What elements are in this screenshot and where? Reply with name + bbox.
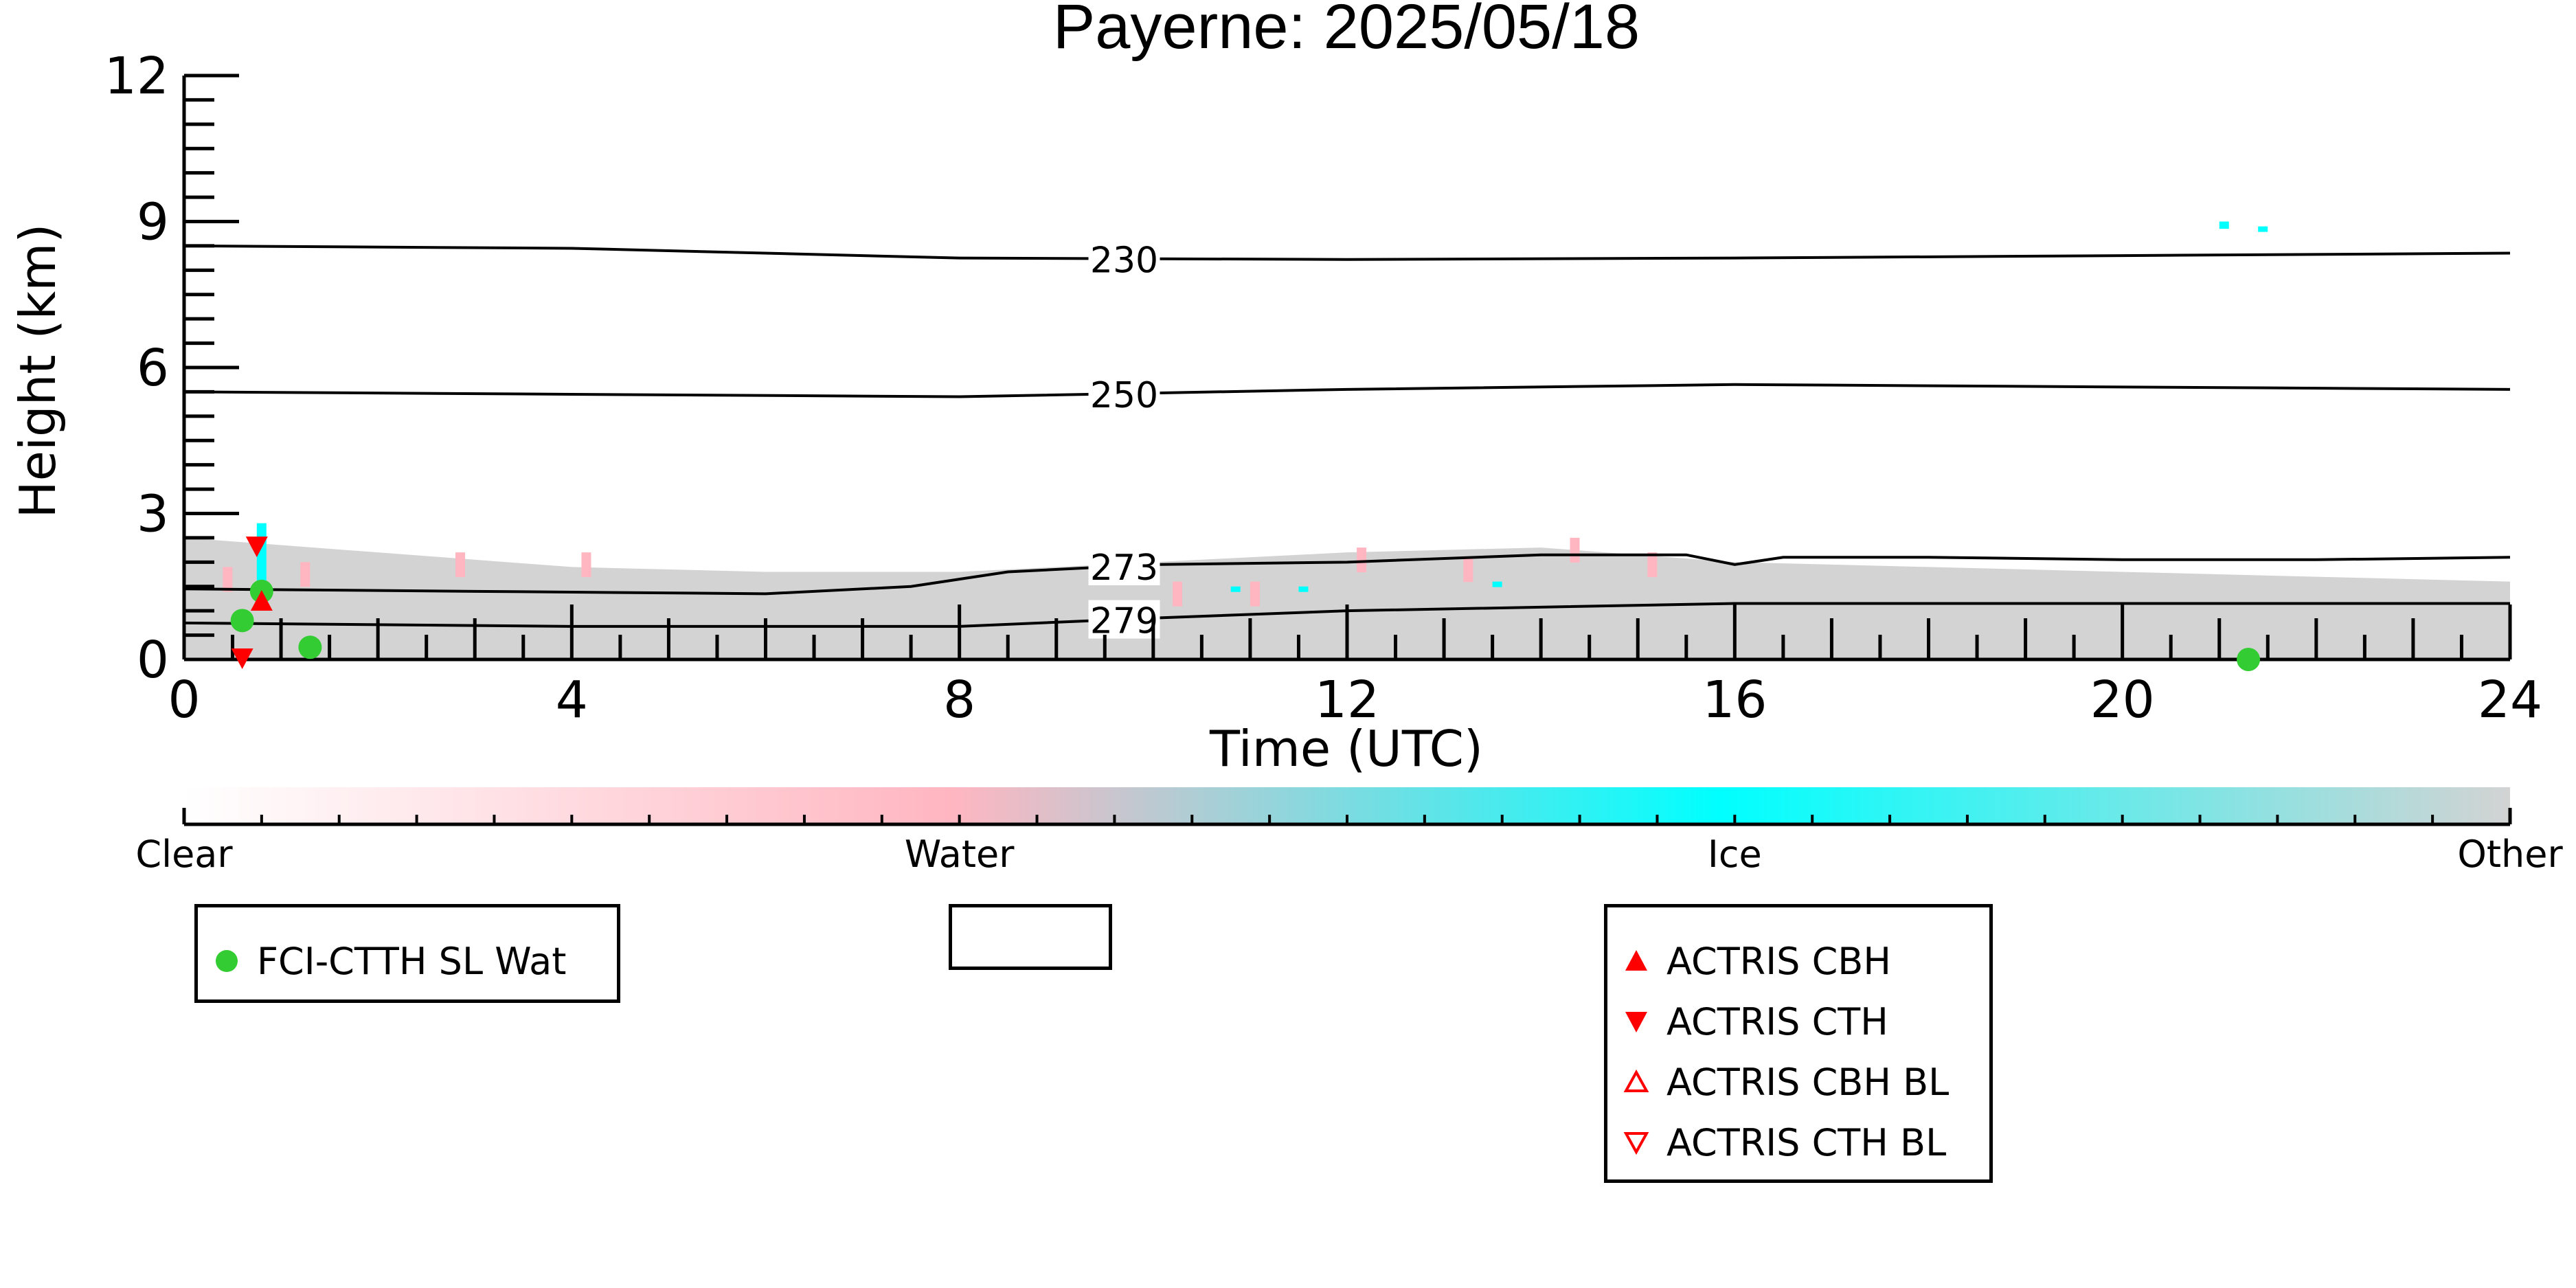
water-cloud-speck (1647, 552, 1658, 578)
contour-label: 230 (1090, 240, 1158, 282)
x-tick-label: 16 (1702, 670, 1767, 730)
actris-cbh-point (250, 590, 273, 611)
ice-cloud-patch (1230, 586, 1241, 592)
contour-label: 273 (1090, 547, 1158, 589)
x-axis-label: Time (UTC) (1209, 720, 1483, 778)
y-tick-label: 3 (137, 485, 169, 544)
y-tick-label: 0 (137, 631, 169, 690)
colorbar-label: Water (905, 833, 1015, 876)
x-tick-label: 4 (556, 670, 588, 730)
legend-item-actris-cth-bl: ACTRIS CTH BL (1623, 1112, 1989, 1173)
red-triangle-up-icon (1625, 950, 1647, 971)
x-tick-label: 8 (943, 670, 975, 730)
legend-item-fci-ctth-sl-wat: FCI-CTTH SL Wat (213, 931, 617, 991)
contour-label: 250 (1090, 375, 1158, 416)
ice-cloud-patch (2219, 221, 2229, 229)
legend-label: ACTRIS CBH (1667, 939, 1891, 983)
fci-ctth-sl-wat-point (2237, 648, 2261, 671)
colorbar-label: Other (2457, 833, 2563, 876)
legend-empty (949, 904, 1112, 970)
colorbar-label: Ice (1708, 833, 1762, 876)
plot-area: 230 250 273 279 0 3 6 9 12 0 4 8 12 16 20 24 (104, 47, 2542, 730)
actris-cth-point (245, 536, 268, 558)
legend-label: FCI-CTTH SL Wat (257, 939, 567, 983)
red-triangle-down-icon (1625, 1012, 1647, 1032)
y-axis-label: Height (km) (9, 224, 67, 519)
contour-label-bg (1088, 600, 1160, 639)
fci-ctth-sl-wat-point (298, 635, 322, 659)
contour-label-bg (1088, 547, 1160, 585)
ice-cloud-patch (2258, 226, 2268, 232)
x-tick-label: 24 (2478, 670, 2542, 730)
water-cloud-speck (1570, 537, 1580, 563)
red-triangle-down-open-icon (1623, 1132, 1649, 1155)
legend-actris: ACTRIS CBH ACTRIS CTH ACTRIS CBH BL ACTR… (1604, 904, 1993, 1183)
water-cloud-speck (300, 562, 310, 587)
water-cloud-speck (1357, 547, 1367, 573)
ice-cloud-patch (1298, 586, 1309, 592)
contour-250 (183, 383, 2511, 398)
colorbar-label: Clear (135, 833, 233, 876)
contour-279 (183, 602, 2510, 628)
water-cloud-speck (223, 567, 233, 592)
water-cloud-speck (1173, 581, 1183, 607)
colorbar-axis: Clear Water Ice Other (135, 808, 2563, 876)
fci-ctth-sl-wat-point (230, 609, 254, 633)
contour-label-bg (1088, 374, 1160, 413)
x-tick-label: 12 (1315, 670, 1379, 730)
contour-label: 279 (1090, 601, 1158, 642)
legend-label: ACTRIS CTH BL (1667, 1120, 1947, 1164)
y-tick-label: 12 (104, 47, 169, 106)
contour-273 (183, 553, 2511, 596)
red-triangle-up-open-icon (1623, 1069, 1649, 1092)
legend-label: ACTRIS CBH BL (1667, 1060, 1950, 1104)
y-tick-label: 6 (137, 339, 169, 398)
x-tick-label: 0 (168, 670, 200, 730)
legend-item-actris-cbh-bl: ACTRIS CBH BL (1623, 1052, 1989, 1112)
contour-label-bg (1088, 239, 1160, 278)
actris-cth-point (231, 648, 253, 669)
water-cloud-speck (1250, 581, 1260, 607)
x-tick-label: 20 (2090, 670, 2155, 730)
water-cloud-speck (581, 552, 591, 578)
legend-label: ACTRIS CTH (1667, 999, 1888, 1043)
green-circle-icon (216, 950, 238, 972)
water-cloud-speck (1463, 557, 1473, 583)
chart-title: Payerne: 2025/05/18 (1053, 0, 1640, 62)
contour-230 (183, 244, 2511, 261)
legend-fci: FCI-CTTH SL Wat (194, 904, 620, 1003)
water-cloud-speck (455, 552, 466, 578)
legend-item-actris-cbh: ACTRIS CBH (1623, 931, 1989, 991)
ice-cloud-patch (1492, 581, 1502, 587)
legend-item-actris-cth: ACTRIS CTH (1623, 991, 1989, 1052)
y-tick-label: 9 (137, 193, 169, 252)
